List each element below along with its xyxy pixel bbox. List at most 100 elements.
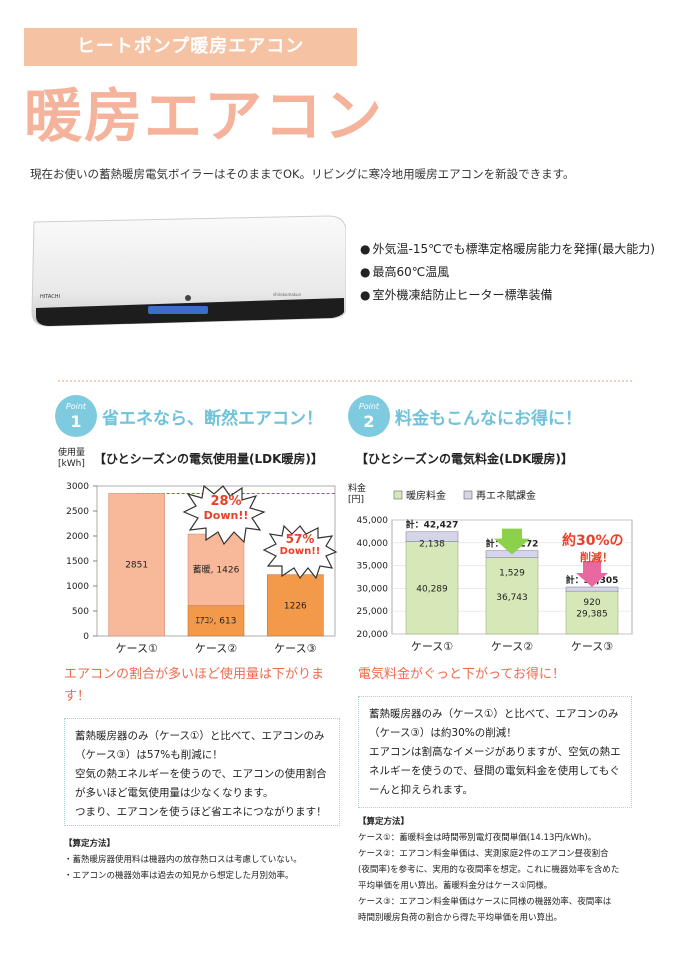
callout-30pct: 約30%の [562, 533, 624, 549]
note-line: ・蓄熱暖房器使用料は機器内の放存熱ロスは考慮していない。 [64, 855, 302, 865]
box-line: が多いほど電気使用量は少なくなります。 [75, 787, 274, 799]
x-tick-label: ケース② [491, 640, 533, 653]
chart2-y-unit: 料金 [348, 484, 367, 494]
down-arrow-icon [494, 528, 530, 555]
data-label: 蓄暖, 1426 [193, 564, 240, 576]
box-line: エアコンは割高なイメージがありますが、空気の熱エ [369, 746, 621, 758]
y-tick-label: 2500 [66, 507, 89, 517]
callout1-pct: 28% [210, 494, 242, 509]
data-label: 1226 [284, 601, 307, 611]
feature-list: 外気温-15℃でも標準定格暖房能力を発揮(最大能力) 最高60℃温風 室外機凍結… [360, 238, 655, 307]
point2-badge: Point 2 [348, 395, 390, 437]
badge-label: Point [65, 402, 87, 411]
note-line: (夜間率)を参考に、実用的な夜間率を想定。これに機器効率を含めた [358, 865, 620, 875]
y-tick-label: 1000 [66, 582, 89, 592]
chart1-title: 【ひとシーズンの電気使用量(LDK暖房)】 [94, 452, 323, 466]
data-label: 2,138 [419, 540, 445, 550]
note-line: 時間別暖房負荷の割合から得た平均単価を用い算出。 [358, 913, 563, 923]
badge-number: 1 [70, 412, 82, 431]
chart2-y-unit2: [円] [348, 495, 365, 505]
note-line: ケース①：蓄暖料金は時間帯別電灯夜間単価(14.13円/kWh)。 [358, 833, 597, 843]
notes-title: 【算定方法】 [358, 817, 410, 827]
chart1-y-unit: 使用量 [58, 448, 86, 458]
bar-chikudan [187, 533, 245, 606]
y-tick-label: 500 [72, 607, 89, 617]
data-label: 36,743 [496, 593, 528, 603]
notes-title: 【算定方法】 [64, 839, 116, 849]
y-tick-label: 40,000 [357, 539, 389, 549]
callout-reduction: 削減！ [580, 551, 613, 564]
y-tick-label: 2000 [66, 532, 89, 542]
callout2-down: Down!! [279, 546, 321, 557]
legend-label: 暖房料金 [406, 489, 446, 502]
page-title: 暖房エアコン [24, 82, 385, 150]
bar-renewable [405, 531, 459, 542]
y-tick-label: 30,000 [357, 584, 389, 594]
point1-explanation-box: 蓄熱暖房器のみ（ケース①）と比べて、エアコンのみ （ケース③）は57%も削減に！… [64, 718, 340, 826]
air-conditioner-image: HITACHI shirokumakun [31, 215, 346, 327]
bar-renewable [565, 586, 619, 592]
chart2-title: 【ひとシーズンの電気料金(LDK暖房)】 [356, 452, 573, 466]
callout-burst-57 [262, 524, 338, 580]
badge-label: Point [358, 402, 380, 411]
y-tick-label: 45,000 [357, 516, 389, 526]
y-tick-label: 3000 [66, 482, 89, 492]
bar-aircon [267, 574, 324, 637]
data-label: 40,289 [416, 585, 448, 595]
point1-badge: Point 1 [55, 395, 97, 437]
bar-heating [485, 557, 539, 635]
callout-burst-28 [182, 484, 266, 546]
note-line: 平均単価を用い算出。蓄暖料金分はケース①同様。 [358, 881, 553, 891]
feature-item: 最高60℃温風 [360, 261, 655, 284]
point1-heading: 省エネなら、断然エアコン！ [102, 409, 323, 429]
category-banner: ヒートポンプ暖房エアコン [24, 28, 357, 66]
box-line: ネルギーを使うので、昼間の電気料金を使用してもぐ [369, 765, 620, 777]
data-label: 920 [583, 598, 600, 608]
down-arrow-icon [576, 561, 608, 588]
legend-label: 再エネ賦課金 [476, 489, 536, 502]
bar-heating [405, 541, 459, 635]
bar-chikudan [108, 493, 165, 637]
box-line: （ケース③）は57%も削減に！ [75, 749, 223, 761]
data-label: ｴｱｺﾝ, 613 [196, 617, 237, 627]
point1-summary: エアコンの割合が多いほど使用量は下がります！ [64, 667, 325, 704]
callout2-pct: 57% [285, 532, 315, 546]
y-tick-label: 1500 [66, 557, 89, 567]
y-tick-label: 35,000 [357, 562, 389, 572]
legend-swatch-renewable [463, 490, 473, 500]
callout1-down: Down!! [203, 509, 249, 522]
intro-text: 現在お使いの蓄熱暖房電気ボイラーはそのままでOK。リビングに寒冷地用暖房エアコン… [30, 167, 575, 181]
y-tick-label: 25,000 [357, 607, 389, 617]
bar-aircon [187, 605, 245, 637]
y-tick-label: 20,000 [357, 630, 389, 640]
point2-summary: 電気料金がぐっと下がってお得に！ [358, 667, 565, 682]
legend-swatch-heating [393, 490, 403, 500]
data-label: 1,529 [499, 569, 525, 579]
svg-text:shirokumakun: shirokumakun [273, 292, 302, 297]
x-tick-label: ケース② [195, 642, 237, 655]
box-line: 空気の熱エネルギーを使うので、エアコンの使用割合 [75, 768, 327, 780]
box-line: ーんと抑えられます。 [369, 784, 473, 796]
note-line: ケース②：エアコン料金単価は、実測家庭2件のエアコン昼夜割合 [358, 849, 609, 859]
x-tick-label: ケース① [411, 640, 453, 653]
data-label: 2851 [125, 561, 148, 571]
point2-heading: 料金もこんなにお得に！ [395, 409, 582, 429]
note-line: ・エアコンの機器効率は過去の知見から想定した月別効率。 [64, 871, 294, 881]
point2-explanation-box: 蓄熱暖房器のみ（ケース①）と比べて、エアコンのみ （ケース③）は約30%の削減！… [358, 696, 632, 808]
data-label: 29,385 [576, 610, 608, 620]
box-line: （ケース③）は約30%の削減！ [369, 727, 517, 739]
note-line: ケース③：エアコン料金単価はケースに同様の機器効率、夜間率は [358, 897, 612, 907]
feature-item: 室外機凍結防止ヒーター標準装備 [360, 284, 655, 307]
x-tick-label: ケース③ [571, 640, 613, 653]
box-line: 蓄熱暖房器のみ（ケース①）と比べて、エアコンのみ [369, 708, 619, 720]
point2-notes: 【算定方法】 ケース①：蓄暖料金は時間帯別電灯夜間単価(14.13円/kWh)。… [358, 814, 638, 926]
section-divider [58, 380, 632, 382]
total-label: 計：42,427 [406, 519, 459, 531]
chart1-y-unit2: [kWh] [58, 459, 85, 469]
feature-item: 外気温-15℃でも標準定格暖房能力を発揮(最大能力) [360, 238, 654, 261]
chart2-cost: 20,000 25,000 30,000 35,000 40,000 45,000 暖房料金… [357, 489, 633, 653]
badge-number: 2 [363, 412, 375, 431]
box-line: つまり、エアコンを使うほど省エネにつながります！ [75, 806, 327, 818]
box-line: 蓄熱暖房器のみ（ケース①）と比べて、エアコンのみ [75, 730, 325, 742]
x-tick-label: ケース① [116, 642, 158, 655]
